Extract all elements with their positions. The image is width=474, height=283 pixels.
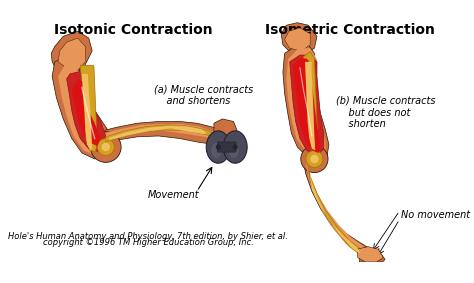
Text: Isotonic Contraction: Isotonic Contraction bbox=[54, 23, 212, 37]
Polygon shape bbox=[360, 251, 385, 262]
Polygon shape bbox=[305, 62, 315, 151]
Polygon shape bbox=[214, 119, 237, 147]
Polygon shape bbox=[303, 52, 319, 153]
Polygon shape bbox=[284, 28, 310, 51]
Polygon shape bbox=[357, 247, 383, 262]
Polygon shape bbox=[95, 121, 222, 147]
Circle shape bbox=[101, 143, 110, 151]
Circle shape bbox=[306, 151, 323, 168]
Circle shape bbox=[97, 138, 114, 156]
Polygon shape bbox=[80, 65, 97, 152]
Text: Movement: Movement bbox=[148, 190, 200, 200]
Polygon shape bbox=[67, 70, 106, 151]
Polygon shape bbox=[103, 124, 214, 142]
Polygon shape bbox=[109, 126, 205, 140]
Polygon shape bbox=[310, 166, 360, 253]
Polygon shape bbox=[286, 48, 326, 156]
Polygon shape bbox=[283, 45, 329, 159]
Polygon shape bbox=[51, 31, 92, 76]
Polygon shape bbox=[303, 159, 374, 258]
Polygon shape bbox=[82, 74, 92, 151]
Polygon shape bbox=[306, 164, 370, 256]
Polygon shape bbox=[58, 59, 109, 156]
Text: Isometric Contraction: Isometric Contraction bbox=[265, 23, 435, 37]
Circle shape bbox=[310, 155, 319, 163]
Text: (a) Muscle contracts
    and shortens: (a) Muscle contracts and shortens bbox=[155, 85, 254, 106]
Text: No movement: No movement bbox=[401, 210, 470, 220]
Text: (b) Muscle contracts
    but does not
    shorten: (b) Muscle contracts but does not shorte… bbox=[336, 96, 435, 129]
Polygon shape bbox=[293, 59, 320, 153]
Text: Hole's Human Anatomy and Physiology, 7th edition, by Shier, et al.: Hole's Human Anatomy and Physiology, 7th… bbox=[9, 232, 288, 241]
Ellipse shape bbox=[216, 145, 220, 150]
Circle shape bbox=[301, 145, 328, 173]
Polygon shape bbox=[290, 55, 324, 156]
Ellipse shape bbox=[211, 143, 221, 158]
Polygon shape bbox=[308, 164, 365, 254]
Ellipse shape bbox=[206, 131, 230, 163]
Circle shape bbox=[91, 132, 121, 162]
FancyBboxPatch shape bbox=[218, 142, 236, 152]
Ellipse shape bbox=[233, 145, 237, 150]
Ellipse shape bbox=[228, 143, 238, 158]
Polygon shape bbox=[58, 38, 85, 70]
Text: copyright ©1996 TM Higher Education Group, Inc.: copyright ©1996 TM Higher Education Grou… bbox=[43, 238, 254, 247]
Polygon shape bbox=[106, 125, 211, 142]
Ellipse shape bbox=[223, 131, 247, 163]
Polygon shape bbox=[72, 79, 100, 146]
Polygon shape bbox=[281, 23, 317, 55]
Polygon shape bbox=[52, 51, 114, 159]
